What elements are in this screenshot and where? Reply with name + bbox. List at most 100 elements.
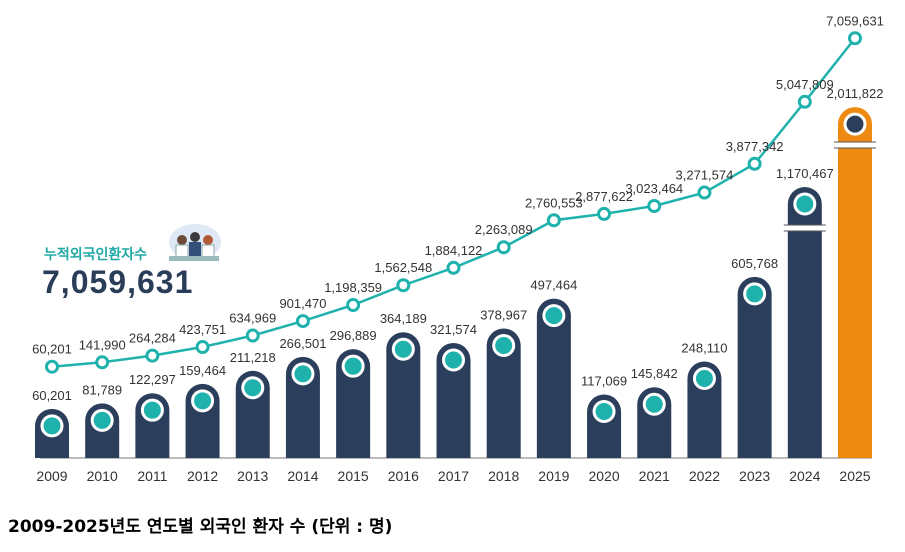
line-label-2016: 1,562,548 (374, 260, 432, 275)
bar-marker-2023 (743, 282, 767, 306)
x-tick-2025: 2025 (839, 468, 870, 484)
x-tick-2022: 2022 (689, 468, 720, 484)
bar-label-2016: 364,189 (380, 311, 427, 326)
bar-2024 (787, 187, 822, 458)
line-label-2021: 3,023,464 (625, 181, 683, 196)
x-tick-2021: 2021 (639, 468, 670, 484)
x-tick-2010: 2010 (87, 468, 118, 484)
bar-2016 (386, 332, 421, 458)
x-tick-2011: 2011 (137, 468, 167, 484)
bar-2015 (336, 349, 371, 458)
bar-label-2018: 378,967 (480, 308, 527, 323)
x-tick-2012: 2012 (187, 468, 218, 484)
bar-marker-2013 (241, 376, 265, 400)
bar-marker-2015 (341, 354, 365, 378)
bar-2025 (838, 107, 872, 459)
line-point-2022 (697, 185, 712, 200)
x-tick-2016: 2016 (388, 468, 419, 484)
bar-marker-2021 (642, 392, 666, 416)
bar-label-2014: 266,501 (279, 336, 326, 351)
x-tick-2023: 2023 (739, 468, 770, 484)
line-point-2011 (145, 348, 160, 363)
x-tick-2009: 2009 (36, 468, 67, 484)
bar-label-2015: 296,889 (330, 328, 377, 343)
line-point-2020 (597, 206, 612, 221)
bar-label-2020: 117,069 (581, 373, 627, 388)
line-label-2025: 7,059,631 (826, 13, 884, 28)
bar-label-2017: 321,574 (430, 322, 477, 337)
bar-marker-2016 (391, 337, 415, 361)
bar-label-2023: 605,768 (731, 256, 778, 271)
line-point-2012 (195, 340, 210, 355)
bar-label-2011: 122,297 (129, 372, 176, 387)
line-point-2013 (245, 328, 260, 343)
line-label-2017: 1,884,122 (425, 243, 483, 258)
bar-marker-2018 (492, 334, 516, 358)
x-tick-2013: 2013 (237, 468, 268, 484)
line-point-2018 (496, 240, 511, 255)
line-label-2013: 634,969 (229, 311, 276, 326)
bar-label-2013: 211,218 (230, 350, 276, 365)
bar-marker-2014 (291, 362, 315, 386)
bar-label-2025: 2,011,822 (827, 86, 884, 101)
line-label-2023: 3,877,342 (726, 139, 784, 154)
bar-2023 (737, 276, 772, 458)
line-label-2012: 423,751 (179, 322, 226, 337)
bar-marker-2019 (542, 304, 566, 328)
bar-label-2021: 145,842 (631, 366, 678, 381)
bar-marker-2022 (692, 366, 716, 390)
bar-label-2012: 159,464 (179, 363, 226, 378)
line-label-2011: 264,284 (129, 331, 176, 346)
line-label-2010: 141,990 (79, 337, 126, 352)
line-label-2009: 60,201 (32, 342, 72, 357)
line-point-2023 (747, 156, 762, 171)
x-tick-2015: 2015 (338, 468, 369, 484)
line-label-2022: 3,271,574 (676, 168, 734, 183)
cumulative-label: 누적외국인환자수 (44, 247, 148, 263)
line-label-2018: 2,263,089 (475, 222, 533, 237)
bar-marker-2025 (843, 112, 867, 136)
line-label-2015: 1,198,359 (324, 280, 382, 295)
line-point-2015 (346, 297, 361, 312)
x-tick-2014: 2014 (287, 468, 318, 484)
bar-label-2010: 81,789 (82, 382, 122, 397)
bar-marker-2010 (90, 408, 114, 432)
x-tick-2017: 2017 (438, 468, 469, 484)
bar-marker-2009 (40, 414, 64, 438)
bar-label-2022: 248,110 (681, 340, 727, 355)
bar-2018 (486, 328, 521, 458)
medical-staff-illustration (165, 222, 223, 268)
bar-label-2024: 1,170,467 (776, 166, 834, 181)
x-tick-2019: 2019 (538, 468, 569, 484)
line-point-2024 (797, 94, 812, 109)
line-label-2020: 2,877,622 (575, 189, 633, 204)
cumulative-total: 7,059,631 (42, 264, 194, 300)
chart-svg: 60,201 2009 81,789 2010 122,297 2011 159,464 20… (32, 13, 884, 484)
line-point-2017 (446, 260, 461, 275)
cumulative-line (51, 37, 856, 368)
line-point-2010 (95, 355, 110, 370)
bar-2017 (436, 342, 471, 458)
axis-break-2024 (783, 225, 826, 231)
line-label-2014: 901,470 (279, 296, 326, 311)
line-point-2009 (45, 359, 59, 374)
line-label-2019: 2,760,553 (525, 195, 583, 210)
line-point-2025 (848, 31, 862, 46)
bar-marker-2012 (191, 389, 215, 413)
chart-title: 2009-2025년도 연도별 외국인 환자 수 (단위 : 명) (8, 517, 393, 537)
line-point-2021 (647, 198, 662, 213)
line-point-2019 (546, 213, 561, 228)
bar-2014 (285, 356, 320, 458)
line-point-2016 (396, 278, 411, 293)
line-label-2024: 5,047,809 (776, 77, 834, 92)
bar-label-2019: 497,464 (530, 278, 577, 293)
x-tick-2020: 2020 (588, 468, 619, 484)
bar-marker-2020 (592, 399, 616, 423)
bar-marker-2017 (442, 348, 465, 372)
x-tick-2024: 2024 (789, 468, 820, 484)
line-point-2014 (295, 314, 310, 329)
bar-label-2009: 60,201 (32, 388, 72, 403)
bar-marker-2011 (140, 398, 164, 422)
bar-2019 (536, 298, 571, 458)
